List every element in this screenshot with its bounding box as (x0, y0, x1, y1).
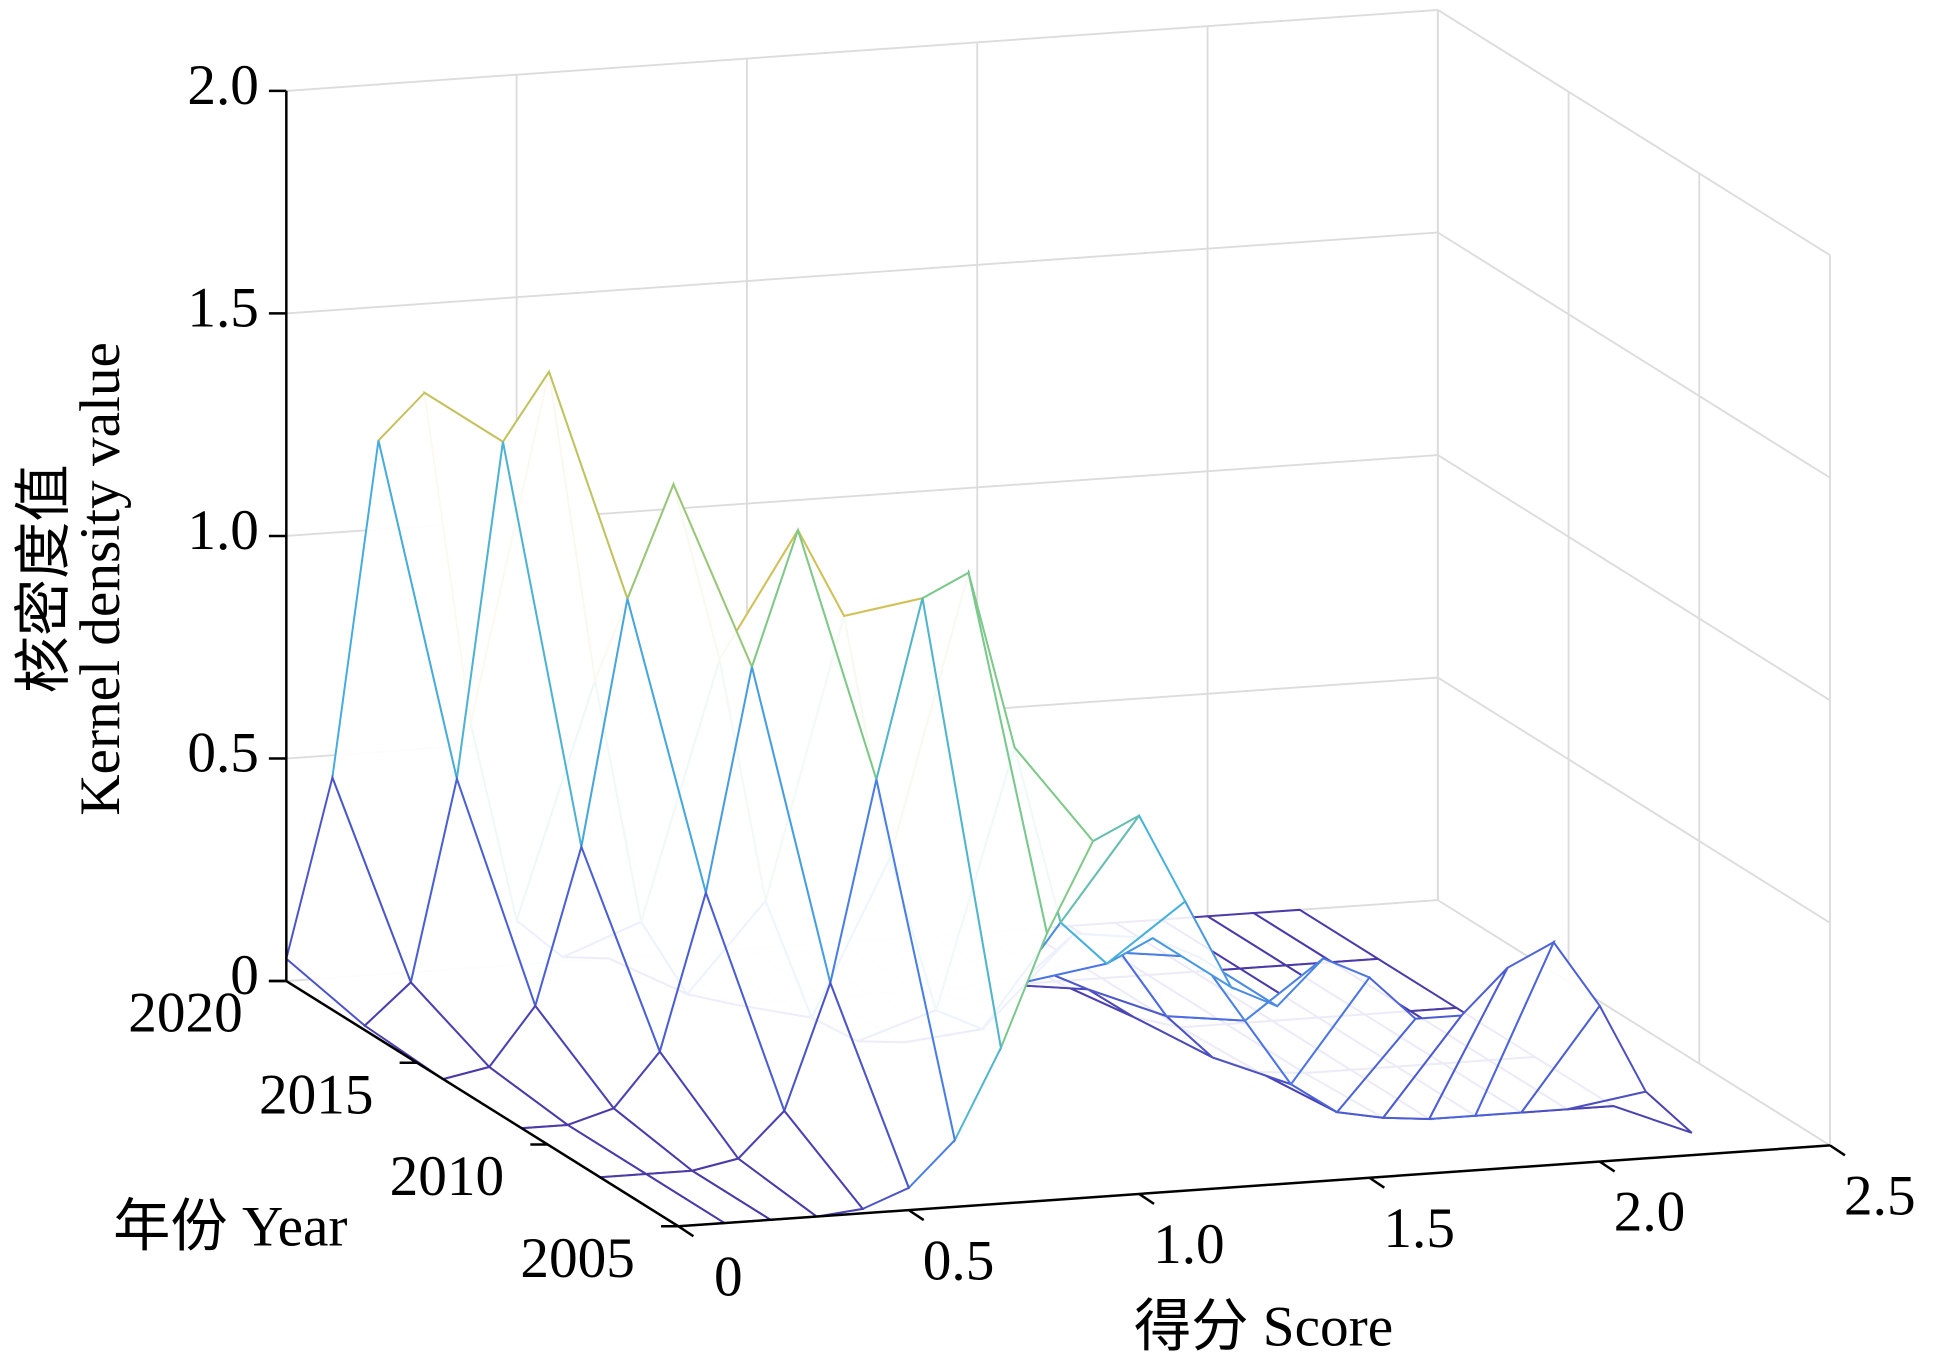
grid-line (1437, 454, 1831, 702)
x-tick-label: 1.5 (1383, 1197, 1455, 1260)
axes: 0 0.5 1.0 1.5 2.0 0 0.5 1.0 1.5 2.0 2.5 2005 2010 201… (128, 54, 1915, 1308)
z-axis-label: 核密度值 (13, 464, 76, 693)
x-tick (677, 1225, 695, 1238)
grid-line (286, 231, 1438, 315)
x-tick (1138, 1192, 1155, 1205)
z-axis-label: Kernel density value (69, 342, 132, 816)
grid-line (1437, 676, 1831, 924)
y-tick-label: 2005 (520, 1227, 634, 1290)
x-axis (678, 1144, 1831, 1228)
grid-line (1437, 899, 1831, 1147)
x-tick-label: 0 (714, 1245, 743, 1308)
x-tick-label: 0.5 (923, 1229, 995, 1292)
grid-line (1437, 231, 1831, 479)
z-tick-label: 0.5 (187, 722, 259, 785)
surface (285, 369, 1693, 1228)
grid-line (1437, 9, 1831, 257)
x-tick-label: 2.0 (1614, 1181, 1686, 1244)
y-axis (285, 979, 680, 1228)
y-tick-label: 2020 (128, 982, 242, 1045)
x-axis-label: 得分 Score (1134, 1295, 1393, 1358)
x-tick-label: 2.5 (1844, 1165, 1916, 1228)
x-tick (1368, 1176, 1386, 1189)
x-tick-label: 1.0 (1153, 1213, 1225, 1276)
z-tick-label: 1.5 (187, 277, 259, 340)
y-axis-label: 年份 Year (113, 1196, 347, 1259)
y-tick-label: 2015 (259, 1063, 373, 1126)
y-tick-label: 2010 (390, 1145, 504, 1208)
x-tick (1829, 1144, 1846, 1157)
z-tick-label: 2.0 (187, 54, 259, 117)
x-tick (908, 1209, 925, 1222)
z-tick-label: 0 (230, 944, 259, 1007)
grid-line (286, 9, 1438, 92)
x-tick (1599, 1160, 1616, 1173)
z-tick-label: 1.0 (187, 499, 259, 562)
